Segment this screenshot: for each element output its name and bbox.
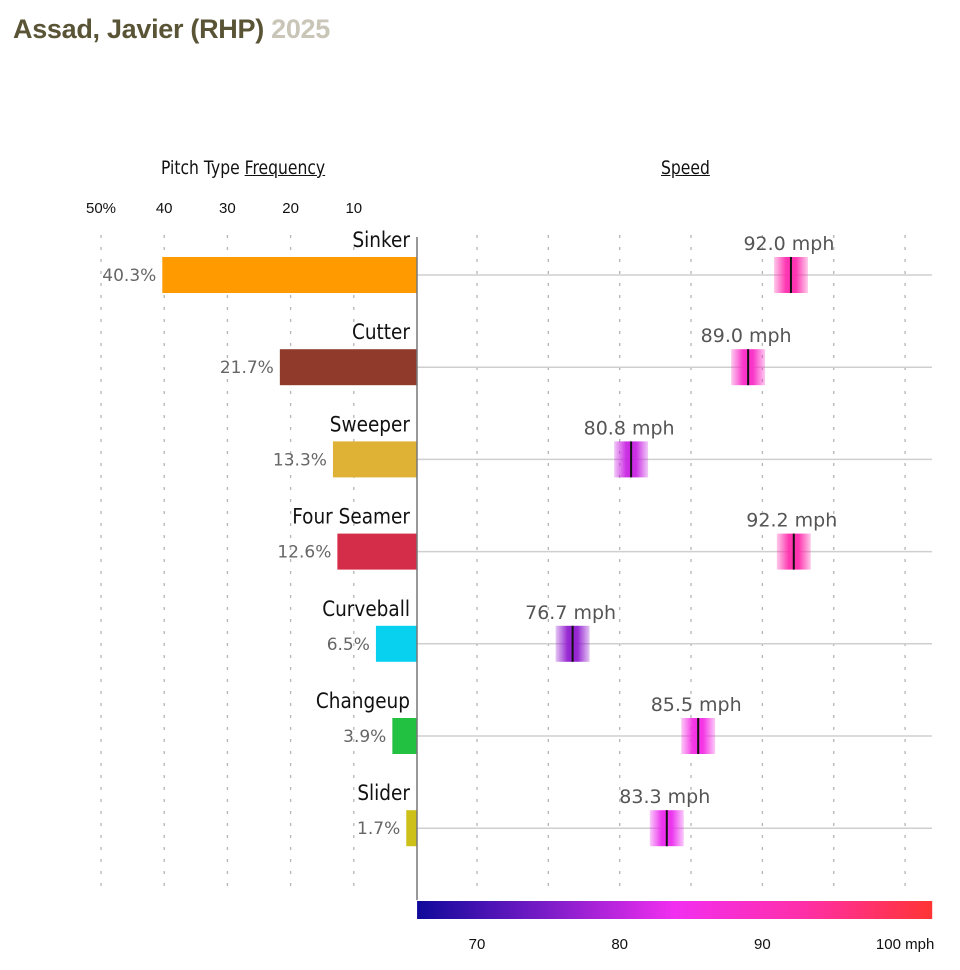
frequency-panel-title: Pitch Type Frequency [161,157,325,179]
speed-value-label: 92.0 mph [743,233,834,255]
frequency-value-label: 21.7% [220,358,274,378]
pitch-name-label: Sinker [352,228,410,252]
chart-title: Assad, Javier (RHP) 2025 [13,14,330,45]
pitch-row: Curveball 6.5% 76.7 mph [322,597,932,662]
frequency-value-label: 6.5% [327,635,370,655]
pitch-row: Changeup 3.9% 85.5 mph [316,689,932,754]
season-year: 2025 [271,14,330,44]
speed-tick-labels: 70 80 90 100 mph [469,936,935,953]
pitch-name-label: Four Seamer [292,504,411,528]
frequency-bar [279,349,417,386]
speed-title: Speed [661,157,710,179]
frequency-value-label: 1.7% [357,819,400,839]
pitch-name-label: Curveball [322,597,410,621]
frequency-bar [162,257,417,293]
frequency-tick-label: 50% [86,200,116,217]
frequency-bar [392,718,417,754]
pitch-name-label: Sweeper [330,412,411,436]
speed-grid [476,235,906,895]
pitch-name-label: Cutter [352,320,411,344]
pitch-row: Four Seamer 12.6% 92.2 mph [277,504,932,570]
frequency-value-label: 40.3% [102,266,156,286]
pitch-rows: Sinker 40.3% 92.0 mph Cutter 21.7% 89.0 mph Sw… [102,228,932,847]
speed-value-label: 76.7 mph [525,602,616,624]
speed-tick-label: 70 [469,936,486,953]
frequency-grid [100,235,355,895]
frequency-title-underlined: Frequency [244,157,326,179]
frequency-bar [406,810,417,847]
speed-tick-label: 80 [611,936,628,953]
speed-value-label: 89.0 mph [701,325,792,347]
frequency-title-prefix: Pitch Type [161,157,245,179]
speed-panel-title: Speed [661,157,710,179]
frequency-bar [375,625,417,662]
speed-value-label: 83.3 mph [619,786,710,808]
frequency-tick-label: 30 [219,200,236,217]
frequency-value-label: 3.9% [343,727,386,747]
player-name: Assad, Javier (RHP) [13,14,264,44]
colorbar-gradient [417,901,933,919]
frequency-bar [337,533,417,570]
speed-value-label: 85.5 mph [651,694,742,716]
frequency-tick-label: 20 [282,200,299,217]
frequency-value-label: 13.3% [273,450,327,470]
pitch-row: Slider 1.7% 83.3 mph [357,781,932,847]
frequency-tick-labels: 50% 40 30 20 10 [86,200,362,217]
speed-tick-label: 100 mph [876,936,934,953]
speed-tick-label: 90 [754,936,771,953]
frequency-value-label: 12.6% [277,543,331,563]
speed-value-label: 92.2 mph [746,510,837,532]
frequency-tick-label: 10 [345,200,362,217]
pitch-name-label: Changeup [316,689,410,713]
speed-colorbar [417,901,933,919]
pitch-row: Sinker 40.3% 92.0 mph [102,228,932,293]
frequency-bar [332,441,417,478]
frequency-tick-label: 40 [156,200,173,217]
pitch-name-label: Slider [357,781,410,805]
pitch-row: Cutter 21.7% 89.0 mph [220,320,932,386]
speed-value-label: 80.8 mph [584,417,675,439]
